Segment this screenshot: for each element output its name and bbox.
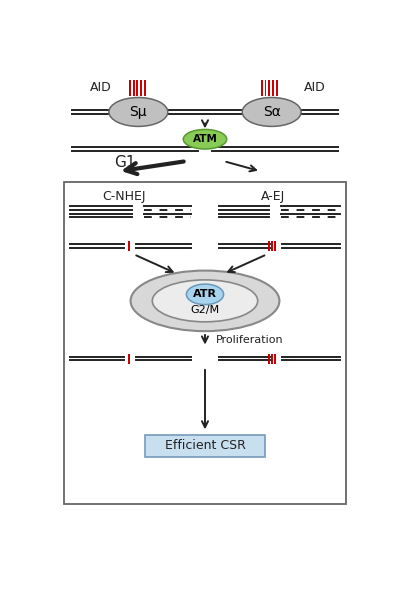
Ellipse shape <box>183 129 227 149</box>
Bar <box>128 241 130 251</box>
Bar <box>128 353 130 364</box>
Text: AID: AID <box>304 82 326 94</box>
Ellipse shape <box>152 280 258 322</box>
Text: Proliferation: Proliferation <box>216 335 284 344</box>
Bar <box>276 80 278 96</box>
Text: G1: G1 <box>114 155 135 171</box>
Bar <box>133 80 135 96</box>
Bar <box>144 80 146 96</box>
Ellipse shape <box>109 97 168 126</box>
Bar <box>274 241 276 251</box>
Bar <box>274 353 276 364</box>
Text: A-EJ: A-EJ <box>261 191 285 203</box>
Text: ATR: ATR <box>193 289 217 299</box>
Bar <box>136 80 138 96</box>
Bar <box>271 353 273 364</box>
Text: Sμ: Sμ <box>130 105 147 119</box>
Bar <box>140 80 142 96</box>
Bar <box>268 80 270 96</box>
Text: C-NHEJ: C-NHEJ <box>103 191 146 203</box>
Text: G2/M: G2/M <box>190 305 220 315</box>
Bar <box>271 241 273 251</box>
Bar <box>129 80 131 96</box>
Bar <box>268 241 270 251</box>
Ellipse shape <box>131 270 279 331</box>
FancyBboxPatch shape <box>64 182 346 503</box>
Text: Sα: Sα <box>263 105 280 119</box>
Bar <box>268 353 270 364</box>
Text: ATM: ATM <box>192 134 218 144</box>
FancyBboxPatch shape <box>144 434 266 457</box>
Text: AID: AID <box>90 82 112 94</box>
Bar <box>264 80 266 96</box>
Bar <box>272 80 274 96</box>
Bar <box>261 80 263 96</box>
Ellipse shape <box>242 97 301 126</box>
Ellipse shape <box>186 284 224 304</box>
Text: Efficient CSR: Efficient CSR <box>164 439 246 453</box>
